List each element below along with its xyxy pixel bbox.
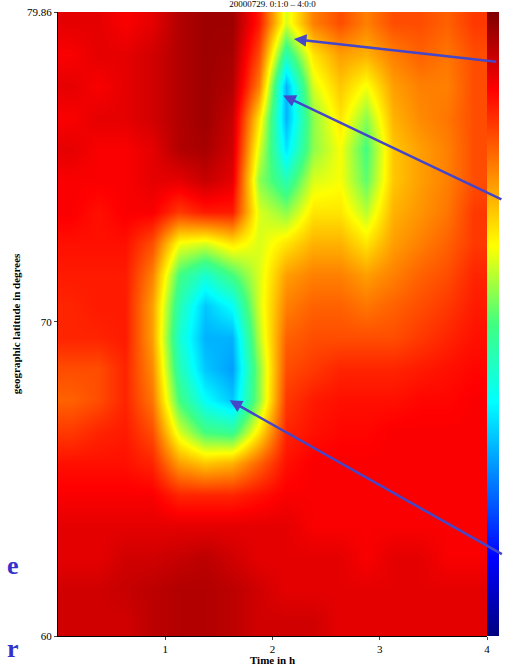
svg-text:60: 60 — [41, 630, 53, 642]
svg-text:70: 70 — [41, 316, 53, 328]
svg-text:r: r — [7, 634, 19, 663]
svg-text:3: 3 — [377, 643, 383, 655]
svg-text:20000729. 0:1:0 – 4:0:0: 20000729. 0:1:0 – 4:0:0 — [229, 0, 316, 9]
svg-text:Time in h: Time in h — [250, 654, 295, 666]
svg-text:geographic latitude in degrees: geographic latitude in degrees — [10, 253, 22, 394]
svg-text:4: 4 — [484, 643, 490, 655]
svg-text:79.86: 79.86 — [27, 6, 52, 18]
svg-text:1: 1 — [163, 643, 169, 655]
svg-text:2: 2 — [270, 643, 276, 655]
svg-text:e: e — [7, 551, 19, 580]
